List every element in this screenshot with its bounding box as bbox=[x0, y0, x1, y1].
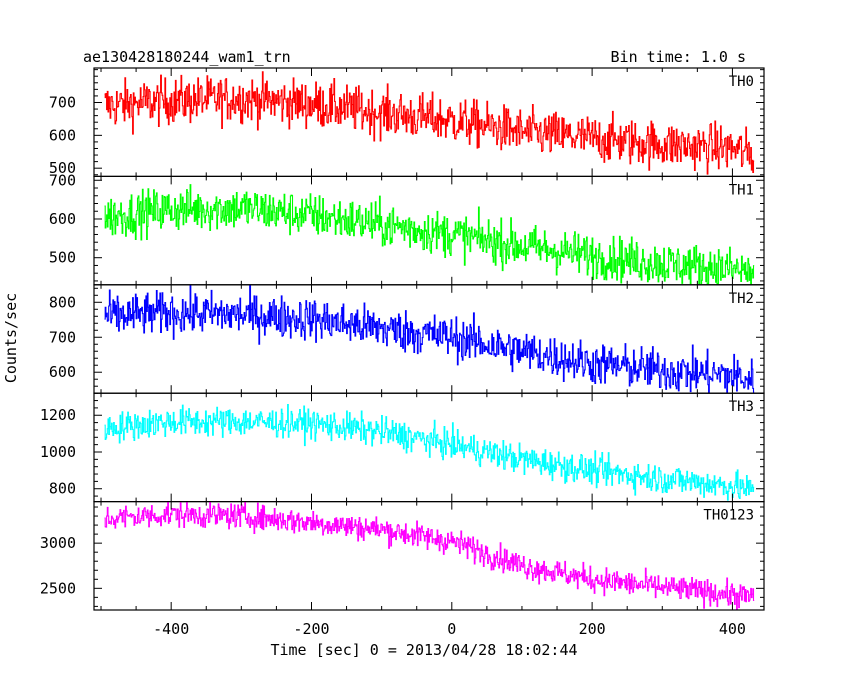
chart-title: ae130428180244_wam1_trn bbox=[83, 48, 291, 66]
panel-label-th1: TH1 bbox=[729, 182, 754, 198]
y-tick-label: 500 bbox=[49, 159, 76, 177]
y-tick-label: 2500 bbox=[40, 579, 76, 597]
x-tick-label: -400 bbox=[153, 620, 189, 638]
panels-group: 500 600 700 TH0 500 600 700 TH1 600 700 800 TH2 800 1… bbox=[40, 67, 765, 638]
panel-label-th0: TH0 bbox=[729, 74, 754, 90]
panel-th1: 500 600 700 TH1 bbox=[49, 171, 765, 286]
y-tick-label: 800 bbox=[49, 480, 76, 498]
x-axis-label: Time [sec] 0 = 2013/04/28 18:02:44 bbox=[270, 641, 577, 659]
y-tick-label: 700 bbox=[49, 171, 76, 189]
series-line-th0 bbox=[104, 71, 755, 175]
x-tick-label: -200 bbox=[293, 620, 329, 638]
series-line-th0123 bbox=[104, 501, 755, 610]
y-tick-label: 700 bbox=[49, 328, 76, 346]
y-tick-label: 1000 bbox=[40, 443, 76, 461]
panel-th2: 600 700 800 TH2 bbox=[49, 284, 765, 394]
y-tick-label: 600 bbox=[49, 210, 76, 228]
series-line-th3 bbox=[104, 403, 755, 501]
y-tick-label: 600 bbox=[49, 363, 76, 381]
panel-th3: 800 1000 1200 TH3 bbox=[40, 392, 765, 503]
series-line-th2 bbox=[104, 284, 755, 393]
y-tick-label: 600 bbox=[49, 126, 76, 144]
x-tick-label: 400 bbox=[719, 620, 746, 638]
y-tick-label: 1200 bbox=[40, 406, 76, 424]
y-tick-label: 800 bbox=[49, 293, 76, 311]
x-tick-label: 0 bbox=[447, 620, 456, 638]
bin-time-label: Bin time: 1.0 s bbox=[611, 48, 746, 66]
panel-th0123: 2500 3000 TH0123 bbox=[40, 501, 765, 611]
y-tick-label: 700 bbox=[49, 93, 76, 111]
y-tick-label: 500 bbox=[49, 249, 76, 267]
panel-label-th0123: TH0123 bbox=[703, 508, 754, 524]
y-tick-label: 3000 bbox=[40, 534, 76, 552]
panel-th0: 500 600 700 TH0 bbox=[49, 67, 765, 177]
panel-label-th2: TH2 bbox=[729, 291, 754, 307]
panel-label-th3: TH3 bbox=[729, 399, 754, 415]
x-tick-label: 200 bbox=[579, 620, 606, 638]
panel-frame bbox=[93, 501, 765, 611]
y-axis-label: Counts/sec bbox=[2, 293, 20, 383]
series-line-th1 bbox=[104, 184, 755, 285]
